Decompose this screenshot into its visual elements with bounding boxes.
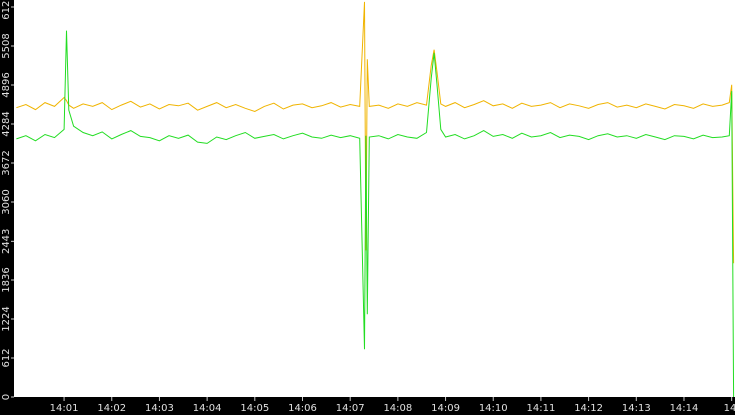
x-tick-label: 14:06 xyxy=(288,403,317,414)
y-tick-label: 4896 xyxy=(1,72,12,97)
y-tick-label: 4284 xyxy=(1,111,12,136)
x-tick-label: 14:07 xyxy=(336,403,365,414)
x-tick-label: 14:01 xyxy=(50,403,79,414)
x-tick-label: 14:04 xyxy=(193,403,222,414)
x-tick-label: 14:12 xyxy=(574,403,603,414)
x-tick-label: 14: xyxy=(724,403,735,414)
series-line xyxy=(16,30,735,398)
plot-area xyxy=(14,0,735,397)
series-line xyxy=(16,1,735,264)
y-tick-label: 5508 xyxy=(1,33,12,58)
y-tick-label: 6120 xyxy=(1,0,12,20)
x-tick-label: 14:05 xyxy=(240,403,269,414)
x-tick-label: 14:08 xyxy=(383,403,412,414)
y-tick-label: 612 xyxy=(1,348,12,367)
y-tick-label: 3672 xyxy=(1,150,12,175)
x-tick-label: 14:03 xyxy=(145,403,174,414)
x-tick-label: 14:13 xyxy=(622,403,651,414)
x-tick-label: 14:14 xyxy=(670,403,699,414)
y-tick-label: 2443 xyxy=(1,229,12,254)
y-tick-label: 0 xyxy=(1,394,12,400)
y-tick-label: 1836 xyxy=(1,267,12,292)
x-tick-label: 14:10 xyxy=(479,403,508,414)
y-tick-label: 1224 xyxy=(1,306,12,331)
x-tick-label: 14:11 xyxy=(527,403,556,414)
y-tick-label: 3060 xyxy=(1,189,12,214)
x-tick-label: 14:09 xyxy=(431,403,460,414)
x-tick-label: 14:02 xyxy=(97,403,126,414)
